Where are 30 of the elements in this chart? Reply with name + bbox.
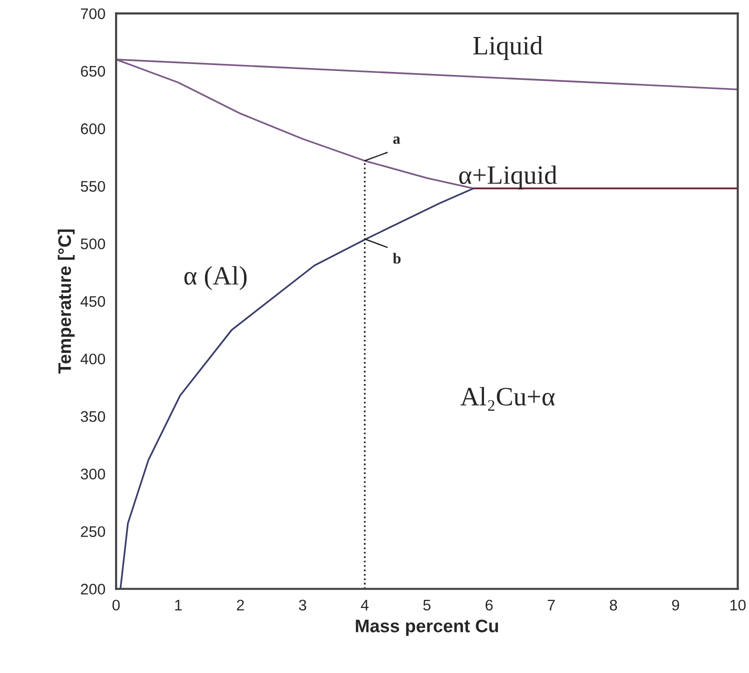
x-tick-label: 1 — [175, 600, 182, 610]
x-tick-label: 8 — [610, 600, 618, 611]
x-tick-label: 3 — [298, 600, 306, 611]
annotation: α (Al) — [184, 266, 247, 290]
y-tick-label: 550 — [80, 180, 106, 192]
x-tick-label: 7 — [548, 600, 555, 610]
annotation: Al₂Cu+α — [460, 387, 555, 411]
y-tick-label: 400 — [80, 354, 106, 364]
y-tick-label: 600 — [80, 123, 106, 134]
x-tick-label: 9 — [672, 600, 680, 611]
y-tick-label: 250 — [80, 526, 106, 538]
x-tick-label: 4 — [360, 600, 369, 610]
x-tick-label: 5 — [423, 600, 431, 611]
y-axis-title: Temperature [°C] — [58, 230, 75, 374]
annotation: a — [393, 136, 400, 144]
annotation: α+Liquid — [459, 165, 557, 190]
x-tick-label: 10 — [730, 600, 746, 611]
y-tick-label: 350 — [80, 411, 106, 422]
x-axis-title: Mass percent Cu — [356, 620, 498, 636]
y-tick-label: 300 — [80, 468, 106, 480]
x-tick-label: 6 — [486, 600, 493, 611]
y-tick-label: 650 — [80, 66, 106, 77]
x-tick-label: 0 — [112, 600, 120, 611]
annotation: b — [392, 252, 401, 264]
x-tick-label: 2 — [236, 600, 244, 610]
y-tick-label: 700 — [80, 8, 106, 20]
y-tick-label: 500 — [80, 238, 106, 250]
y-tick-label: 200 — [80, 584, 106, 595]
annotation: Liquid — [473, 36, 543, 60]
y-tick-label: 450 — [80, 296, 106, 307]
